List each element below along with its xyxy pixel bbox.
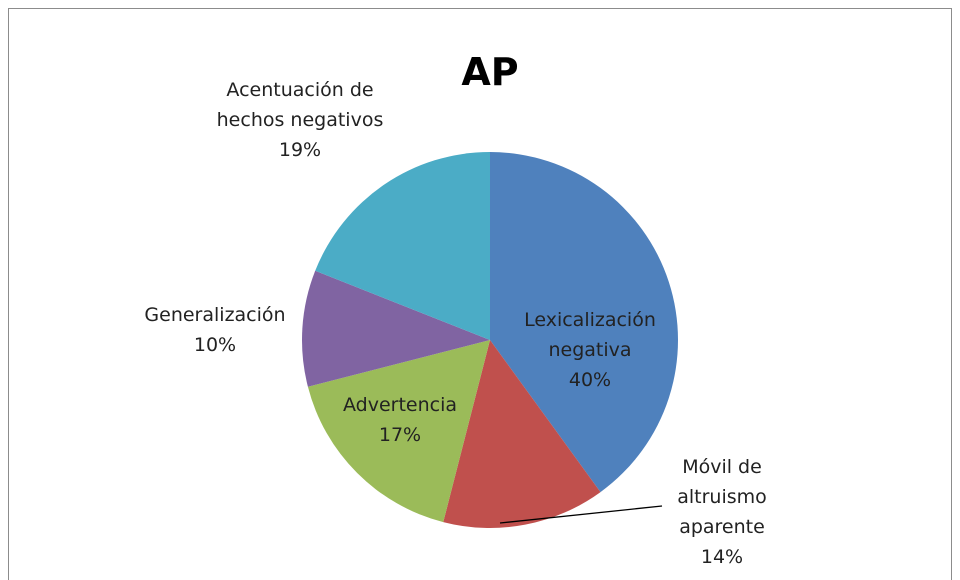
pie [302, 152, 678, 528]
category-label: Móvil de altruismo aparente [677, 456, 767, 538]
slice-label: Generalización 10% [115, 300, 315, 360]
value-label: 40% [568, 369, 612, 391]
value-label: 10% [193, 334, 237, 356]
value-label: 19% [278, 139, 322, 161]
pie-slice [443, 340, 601, 528]
category-label: Acentuación de hechos negativos [216, 79, 384, 131]
category-label: Advertencia [342, 394, 458, 416]
pie-slice [307, 340, 490, 523]
slice-label: Lexicalización negativa 40% [510, 305, 670, 395]
leader-line [499, 505, 663, 524]
slice-label: Acentuación de hechos negativos 19% [210, 75, 390, 165]
category-label: Generalización [144, 304, 286, 326]
pie-slice [490, 152, 678, 493]
chart-title: AP [461, 50, 519, 94]
slice-label: Advertencia 17% [320, 390, 480, 450]
value-label: 17% [378, 424, 422, 446]
pie-slice [315, 152, 490, 340]
slice-label: Móvil de altruismo aparente 14% [662, 452, 782, 572]
pie-slice [302, 270, 490, 387]
value-label: 14% [700, 546, 744, 568]
category-label: Lexicalización negativa [524, 309, 656, 361]
